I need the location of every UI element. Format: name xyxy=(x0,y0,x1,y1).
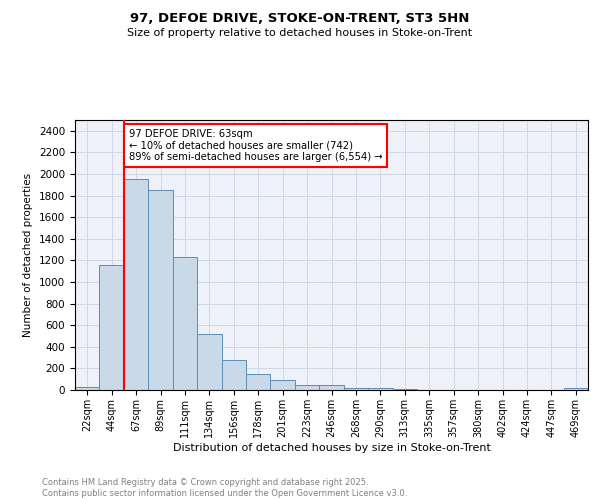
Bar xyxy=(295,385,319,390)
Bar xyxy=(100,264,124,390)
Text: 97 DEFOE DRIVE: 63sqm
← 10% of detached houses are smaller (742)
89% of semi-det: 97 DEFOE DRIVE: 63sqm ← 10% of detached … xyxy=(129,128,382,162)
Text: 97, DEFOE DRIVE, STOKE-ON-TRENT, ST3 5HN: 97, DEFOE DRIVE, STOKE-ON-TRENT, ST3 5HN xyxy=(130,12,470,26)
Bar xyxy=(124,180,148,390)
Bar xyxy=(75,388,100,390)
X-axis label: Distribution of detached houses by size in Stoke-on-Trent: Distribution of detached houses by size … xyxy=(173,442,490,452)
Bar xyxy=(173,257,197,390)
Y-axis label: Number of detached properties: Number of detached properties xyxy=(23,173,34,337)
Bar xyxy=(319,385,344,390)
Bar xyxy=(368,388,392,390)
Bar xyxy=(344,388,368,390)
Bar xyxy=(148,190,173,390)
Bar xyxy=(271,380,295,390)
Text: Contains HM Land Registry data © Crown copyright and database right 2025.
Contai: Contains HM Land Registry data © Crown c… xyxy=(42,478,407,498)
Bar xyxy=(563,388,588,390)
Bar xyxy=(246,374,271,390)
Bar xyxy=(221,360,246,390)
Bar xyxy=(197,334,221,390)
Text: Size of property relative to detached houses in Stoke-on-Trent: Size of property relative to detached ho… xyxy=(127,28,473,38)
